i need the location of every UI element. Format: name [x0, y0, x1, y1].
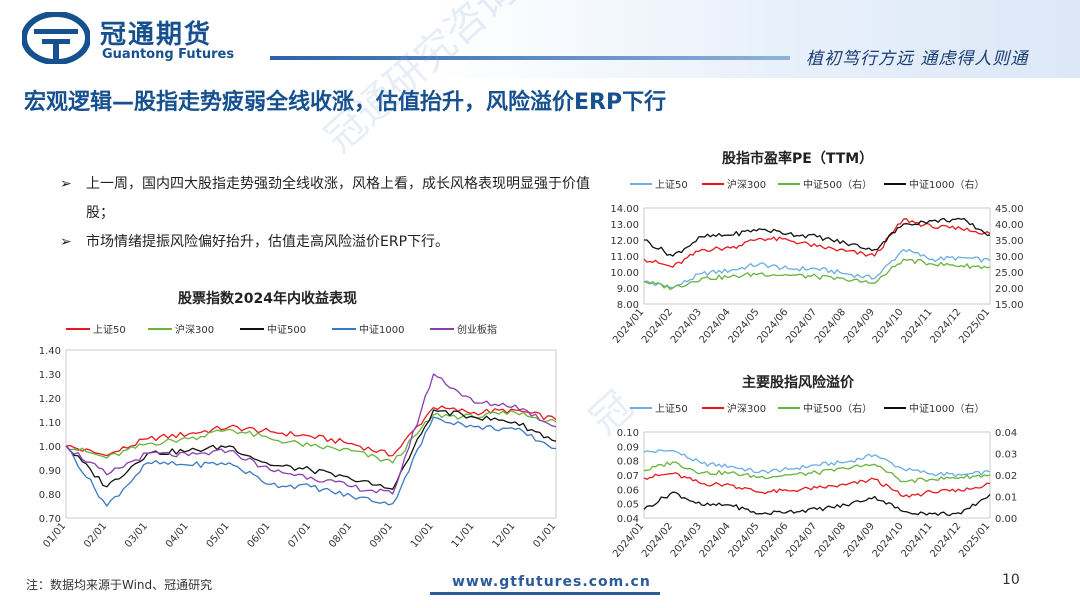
- y2-tick-label: 0.03: [995, 450, 1017, 461]
- plot-frame: [65, 349, 557, 519]
- series-line-4: [643, 491, 991, 517]
- y2-tick-label: 0.00: [995, 514, 1017, 525]
- y-tick-label: 0.04: [617, 514, 639, 525]
- y-tick-label: 12.00: [610, 236, 639, 247]
- y-tick-label: 0.08: [617, 457, 639, 468]
- legend-label: 上证50: [655, 179, 688, 191]
- y2-tick-label: 0.04: [995, 428, 1017, 439]
- brand-name-en: Guantong Futures: [102, 47, 235, 62]
- y-tick-label: 1.20: [39, 394, 61, 405]
- series-line-3: [643, 461, 991, 484]
- slogan: 植初笃行方远 通虑得人则通: [806, 49, 1029, 69]
- header-divider: [270, 56, 790, 60]
- legend-label: 中证1000: [359, 323, 404, 336]
- x-tick-label: 03/01: [123, 521, 150, 550]
- x-tick-label: 12/01: [491, 521, 518, 550]
- x-tick-label: 01/01: [41, 521, 68, 550]
- x-tick-label: 11/01: [450, 521, 477, 550]
- footer-url[interactable]: www.gtfutures.com.cn: [452, 574, 651, 590]
- series-line-3: [643, 258, 991, 291]
- legend-label: 上证50: [655, 403, 688, 415]
- page-title: 宏观逻辑—股指走势疲弱全线收涨，估值抬升，风险溢价ERP下行: [24, 90, 667, 115]
- guantong-logo-icon: [22, 12, 90, 64]
- x-tick-label: 02/01: [82, 521, 109, 550]
- y-tick-label: 0.70: [39, 514, 61, 525]
- y-tick-label: 14.00: [610, 204, 639, 215]
- bullet-item: ➢ 市场情绪提振风险偏好抬升，估值走高风险溢价ERP下行。: [60, 228, 600, 257]
- y2-tick-label: 20.00: [995, 284, 1024, 295]
- x-tick-label: 2025/01: [957, 307, 992, 346]
- y2-tick-label: 25.00: [995, 268, 1024, 279]
- legend-label: 上证50: [93, 324, 126, 336]
- series-line-2: [643, 218, 991, 268]
- y-tick-label: 11.00: [610, 252, 639, 263]
- legend-label: 中证500（右）: [803, 178, 872, 191]
- y2-tick-label: 45.00: [995, 204, 1024, 215]
- series-line-4: [644, 217, 990, 257]
- y-tick-label: 1.40: [39, 346, 61, 357]
- series-line-1: [643, 248, 991, 289]
- y2-tick-label: 0.01: [995, 493, 1017, 504]
- legend-label: 沪深300: [175, 323, 214, 336]
- legend-label: 创业板指: [457, 323, 497, 336]
- perf-chart: 上证50 沪深300 中证500 中证1000 创业板指 1.40 1.30 1.20 1.10…: [39, 323, 559, 550]
- y-tick-label: 0.10: [617, 428, 639, 439]
- x-tick-label: 09/01: [368, 521, 395, 550]
- series-line-1: [643, 449, 991, 478]
- header-band: [0, 0, 1080, 78]
- x-tick-label: 04/01: [164, 521, 191, 550]
- x-tick-label: 01/01: [531, 521, 558, 550]
- legend-label: 中证1000（右）: [909, 402, 984, 415]
- series-line-5: [65, 373, 557, 495]
- bullet-arrow-icon: ➢: [60, 234, 72, 250]
- y-tick-label: 10.00: [610, 268, 639, 279]
- series-line-4: [65, 416, 556, 507]
- x-tick-label: 2025/01: [957, 521, 992, 560]
- erp-chart-title: 主要股指风险溢价: [742, 375, 854, 391]
- bullet-list: ➢ 上一周，国内四大股指走势强劲全线收涨，风格上看，成长风格表现明显强于价值股；…: [60, 170, 600, 257]
- x-tick-label: 05/01: [205, 521, 232, 550]
- legend-label: 沪深300: [727, 178, 766, 191]
- y-tick-label: 0.80: [39, 490, 61, 501]
- y-tick-label: 0.05: [617, 500, 639, 511]
- bullet-arrow-icon: ➢: [60, 176, 72, 192]
- x-tick-label: 08/01: [327, 521, 354, 550]
- y2-tick-label: 0.02: [995, 471, 1017, 482]
- y-tick-label: 8.00: [617, 300, 639, 311]
- bullet-text: 上一周，国内四大股指走势强劲全线收涨，风格上看，成长风格表现明显强于价值股；: [86, 176, 590, 221]
- page-number: 10: [1002, 572, 1020, 588]
- y-tick-label: 1.10: [39, 418, 61, 429]
- bullet-text: 市场情绪提振风险偏好抬升，估值走高风险溢价ERP下行。: [86, 234, 450, 250]
- pe-chart-title: 股指市盈率PE（TTM）: [722, 151, 874, 167]
- footer-note: 注：数据均来源于Wind、冠通研究: [26, 578, 213, 592]
- legend-label: 中证500: [267, 323, 306, 336]
- y2-tick-label: 30.00: [995, 252, 1024, 263]
- y-tick-label: 0.06: [617, 485, 639, 496]
- bullet-item: ➢ 上一周，国内四大股指走势强劲全线收涨，风格上看，成长风格表现明显强于价值股；: [60, 170, 600, 228]
- series-line-1: [65, 405, 557, 457]
- legend-label: 中证1000（右）: [909, 178, 984, 191]
- y2-tick-label: 15.00: [995, 300, 1024, 311]
- y-tick-label: 0.09: [617, 442, 639, 453]
- y-tick-label: 13.00: [610, 220, 639, 231]
- y-tick-label: 0.07: [617, 471, 639, 482]
- pe-chart: 上证50 沪深300 中证500（右） 中证1000（右） 14.00 13.00 12.0…: [610, 178, 1024, 346]
- brand-name-cn: 冠通期货: [100, 20, 213, 50]
- y-tick-label: 1.30: [39, 370, 61, 381]
- y-tick-label: 0.90: [39, 466, 61, 477]
- y2-tick-label: 35.00: [995, 236, 1024, 247]
- x-tick-label: 06/01: [246, 521, 273, 550]
- plot-frame: [643, 207, 991, 305]
- y-tick-label: 1.00: [39, 442, 61, 453]
- erp-chart: 上证50 沪深300 中证500（右） 中证1000（右） 0.10 0.09 0.08 0.…: [611, 402, 1017, 560]
- y-tick-label: 9.00: [617, 284, 639, 295]
- footer-divider: [430, 592, 660, 595]
- legend-label: 中证500（右）: [803, 402, 872, 415]
- y2-tick-label: 40.00: [995, 220, 1024, 231]
- perf-chart-title: 股票指数2024年内收益表现: [178, 291, 357, 307]
- x-tick-label: 07/01: [286, 521, 313, 550]
- legend-label: 沪深300: [727, 402, 766, 415]
- x-tick-label: 10/01: [409, 521, 436, 550]
- series-line-2: [643, 472, 991, 498]
